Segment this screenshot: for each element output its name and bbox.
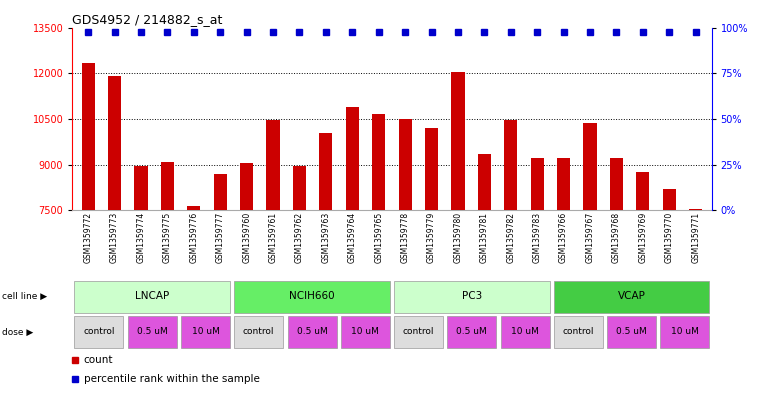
Text: cell line ▶: cell line ▶ [2, 292, 46, 301]
Text: control: control [243, 327, 275, 336]
Bar [345, 107, 359, 393]
Bar [341, 316, 390, 348]
Bar [234, 281, 390, 313]
Bar [181, 316, 230, 348]
Text: VCAP: VCAP [618, 291, 645, 301]
Text: control: control [83, 327, 115, 336]
Bar [372, 114, 385, 393]
Bar [451, 72, 464, 393]
Text: dose ▶: dose ▶ [2, 328, 33, 336]
Bar [607, 316, 656, 348]
Bar [554, 281, 709, 313]
Bar [81, 62, 95, 393]
Bar [266, 120, 279, 393]
Bar [663, 189, 676, 393]
Bar [478, 154, 491, 393]
Bar [636, 172, 649, 393]
Bar [214, 174, 227, 393]
Bar [320, 132, 333, 393]
Bar [584, 123, 597, 393]
Text: 10 uM: 10 uM [352, 327, 379, 336]
Text: count: count [84, 354, 113, 365]
Bar [689, 209, 702, 393]
Bar [394, 281, 549, 313]
Bar [187, 206, 200, 393]
Bar [610, 158, 623, 393]
Bar [128, 316, 177, 348]
Text: LNCAP: LNCAP [135, 291, 170, 301]
Bar [399, 119, 412, 393]
Bar [75, 281, 230, 313]
Bar [161, 162, 174, 393]
Bar [135, 166, 148, 393]
Bar [425, 128, 438, 393]
Bar [108, 76, 121, 393]
Bar [557, 158, 570, 393]
Text: 0.5 uM: 0.5 uM [616, 327, 647, 336]
Text: 10 uM: 10 uM [192, 327, 219, 336]
Bar [554, 316, 603, 348]
Bar [293, 166, 306, 393]
Bar [75, 316, 123, 348]
Text: 10 uM: 10 uM [511, 327, 539, 336]
Bar [240, 163, 253, 393]
Bar [288, 316, 336, 348]
Text: 0.5 uM: 0.5 uM [137, 327, 167, 336]
Text: GDS4952 / 214882_s_at: GDS4952 / 214882_s_at [72, 13, 223, 26]
Bar [394, 316, 443, 348]
Text: PC3: PC3 [462, 291, 482, 301]
Bar [505, 120, 517, 393]
Bar [501, 316, 549, 348]
Bar [447, 316, 496, 348]
Text: control: control [403, 327, 435, 336]
Bar [661, 316, 709, 348]
Text: 10 uM: 10 uM [671, 327, 699, 336]
Bar [234, 316, 283, 348]
Bar [530, 158, 544, 393]
Text: 0.5 uM: 0.5 uM [457, 327, 487, 336]
Text: 0.5 uM: 0.5 uM [297, 327, 327, 336]
Text: NCIH660: NCIH660 [289, 291, 335, 301]
Text: percentile rank within the sample: percentile rank within the sample [84, 374, 260, 384]
Text: control: control [562, 327, 594, 336]
